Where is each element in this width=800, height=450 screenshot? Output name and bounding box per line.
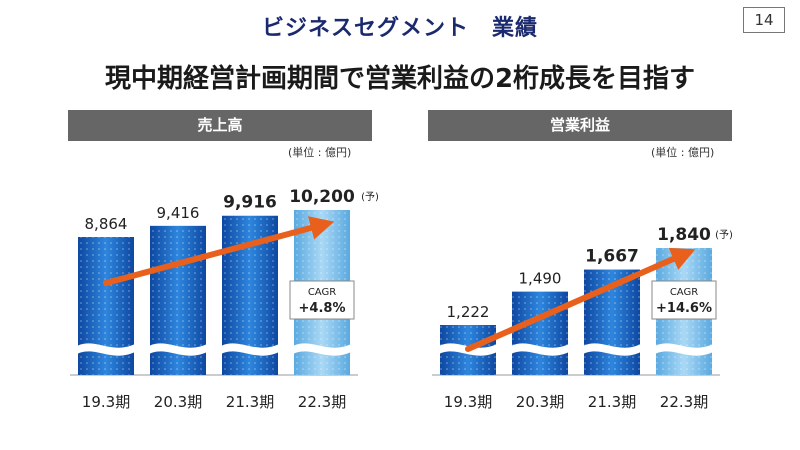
headline: 現中期経営計画期間で営業利益の2桁成長を目指す [104,64,696,94]
cagr-label: CAGR [670,287,698,298]
profit-panel-header: 営業利益 [428,110,732,141]
value-label: 9,416 [157,204,200,222]
page-title: ビジネスセグメント 業績 [261,16,538,41]
page-number: 14 [743,7,785,33]
axis-break [293,343,351,356]
x-tick-label: 20.3期 [154,393,202,411]
value-label: 1,667 [585,247,639,267]
profit-unit-label: (単位 : 億円) [651,146,715,159]
cagr-label: CAGR [308,287,336,298]
cagr-arrow [103,216,335,286]
cagr-box [651,280,717,320]
axis-break [221,343,279,356]
forecast-mark: (予) [361,191,379,203]
axis-break [77,343,135,356]
value-label: 10,200 [289,187,355,207]
sales-unit-label: (単位 : 億円) [288,146,352,159]
cagr-box [289,280,355,320]
forecast-mark: (予) [715,229,733,241]
x-tick-label: 19.3期 [82,393,130,411]
value-label: 8,864 [85,215,128,233]
value-label: 9,916 [223,193,277,213]
cagr-value: +14.6% [656,301,712,316]
axis-break [149,343,207,356]
cagr-arrow [465,247,696,352]
cagr-value: +4.8% [299,301,346,316]
axis-break [583,343,641,356]
operating-profit-chart: 1,222 19.3期 1,490 20.3期 1,667 21.3期 1,840 (予) 22… [432,225,733,411]
x-tick-label: 19.3期 [444,393,492,411]
sales-chart: 8,864 19.3期 9,416 20.3期 9,916 21.3期 10,200 (予) 2… [70,187,379,411]
bar-texture [512,291,568,375]
value-label: 1,840 [657,225,711,245]
x-tick-label: 20.3期 [516,393,564,411]
sales-panel-header: 売上高 [68,110,372,141]
axis-break [511,343,569,356]
value-label: 1,222 [447,303,490,321]
value-label: 1,490 [519,270,562,288]
axis-break [655,343,713,356]
x-tick-label: 21.3期 [588,393,636,411]
x-tick-label: 22.3期 [660,393,708,411]
x-tick-label: 21.3期 [226,393,274,411]
x-tick-label: 22.3期 [298,393,346,411]
